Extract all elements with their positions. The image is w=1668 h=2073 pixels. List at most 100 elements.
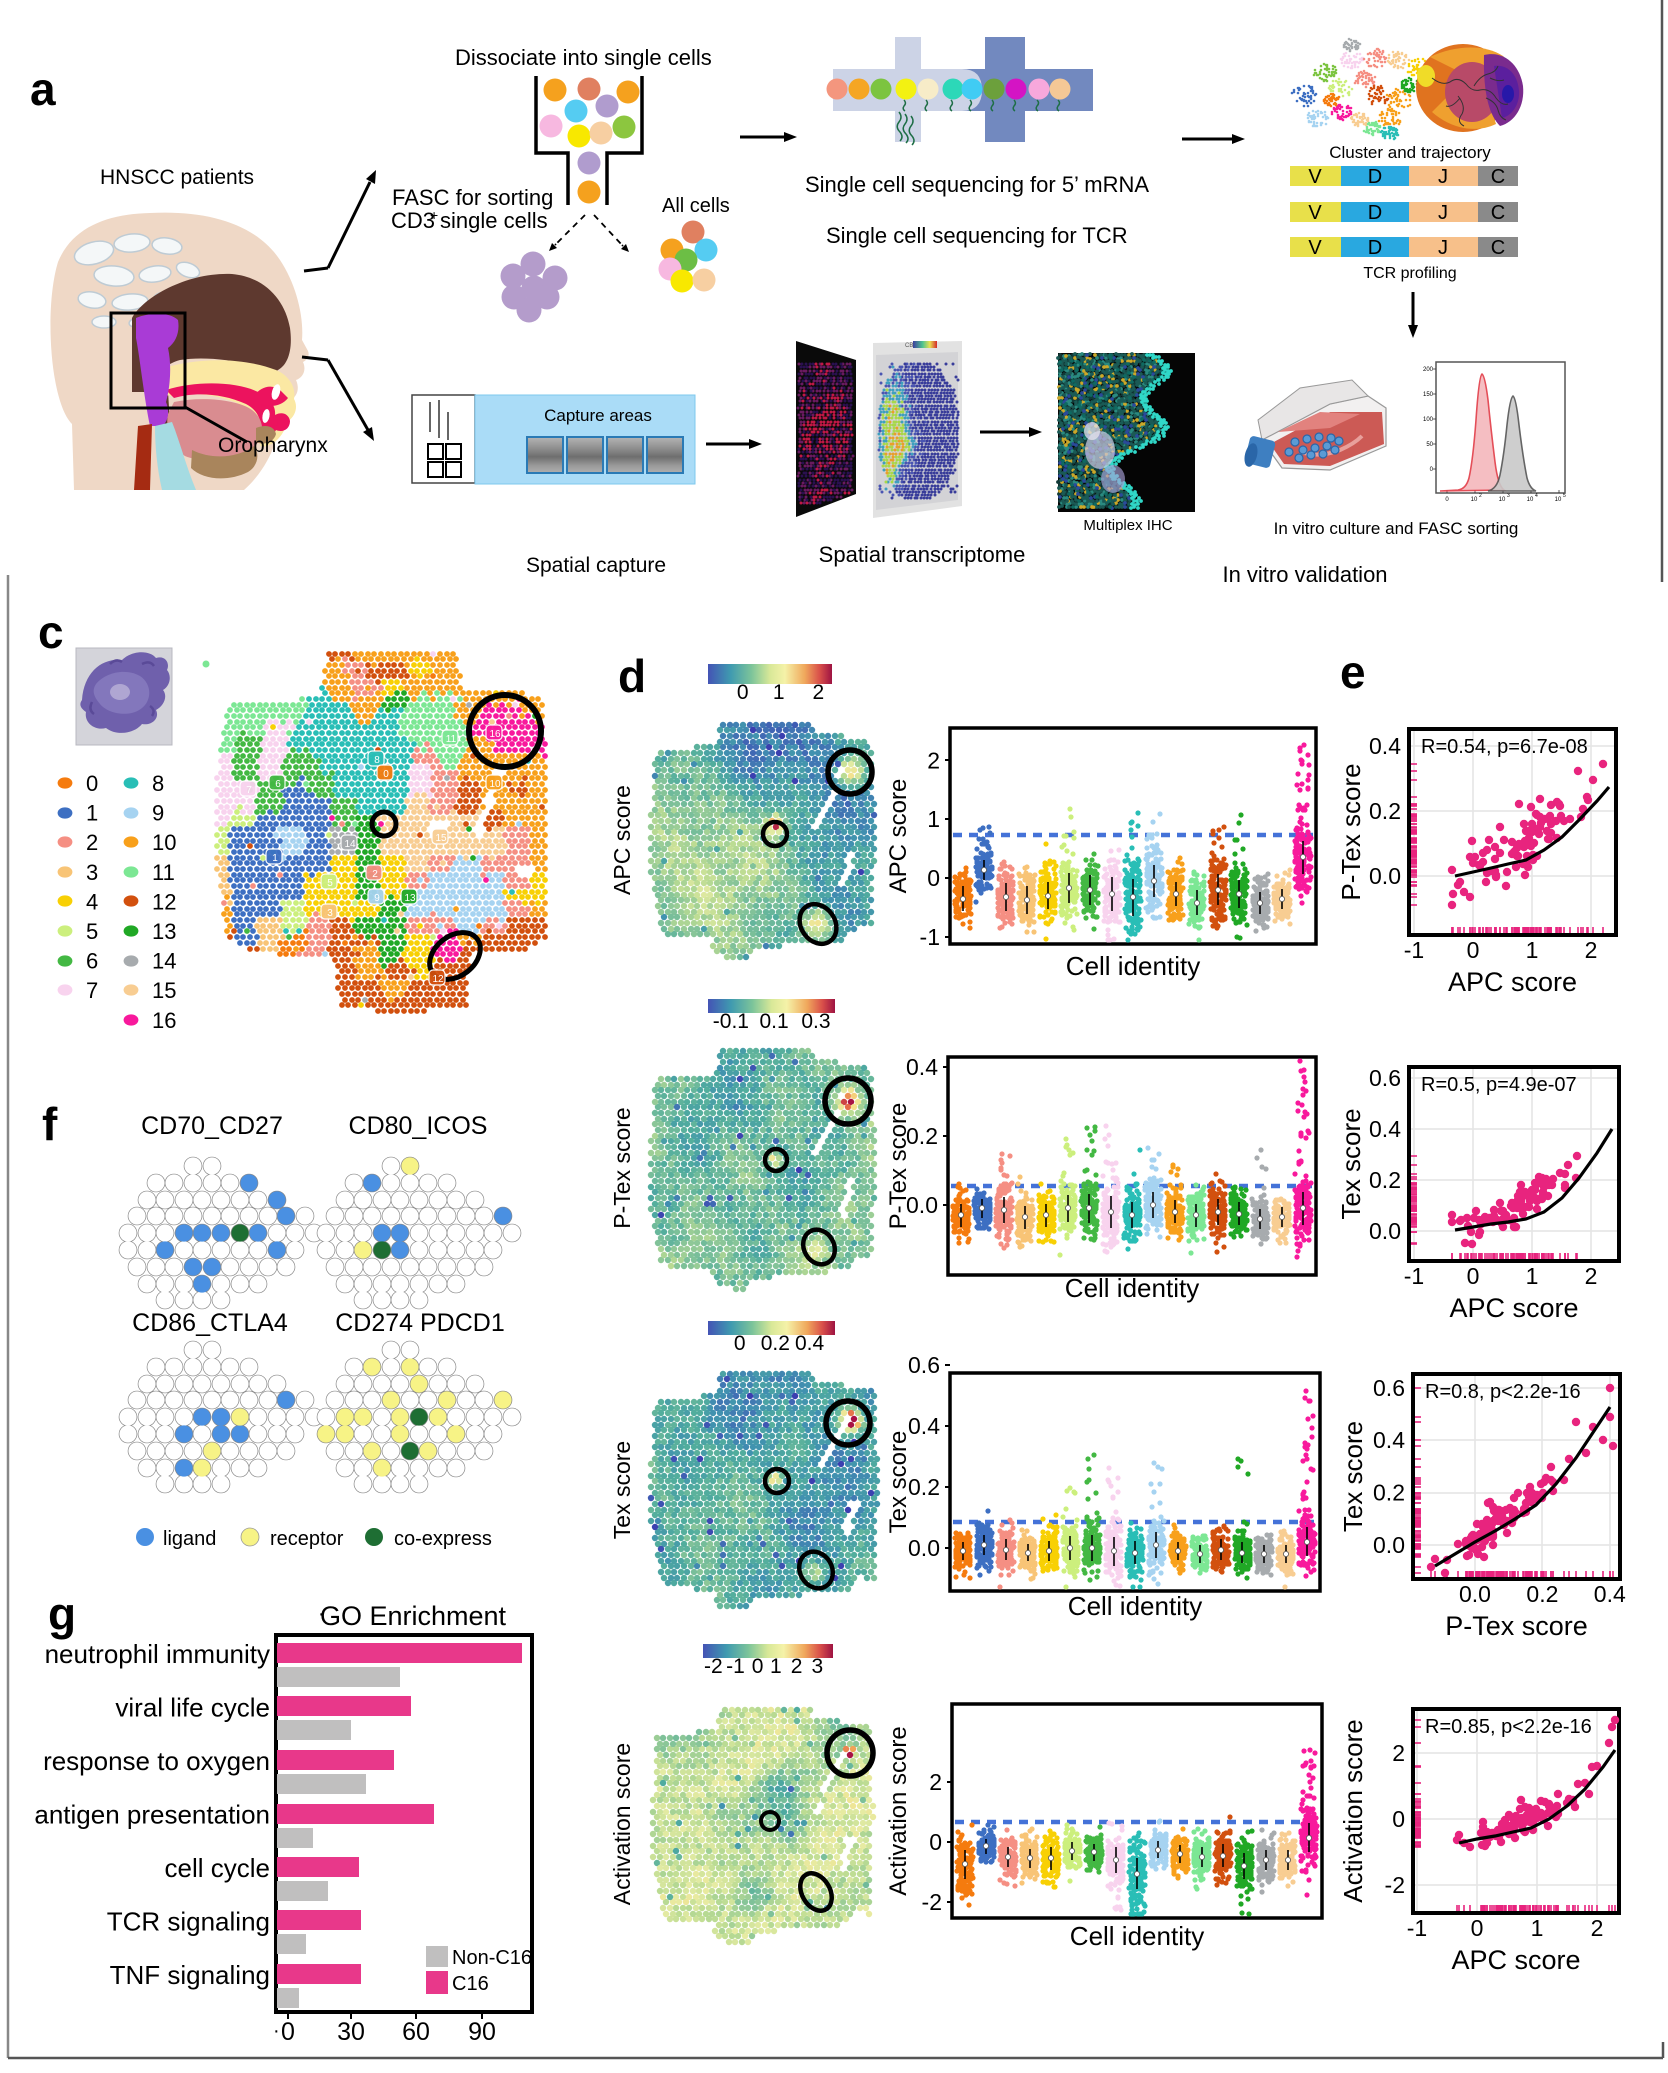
- svg-text:10: 10: [152, 830, 176, 855]
- svg-text:9: 9: [152, 801, 164, 826]
- svg-text:0: 0: [737, 681, 749, 704]
- svg-text:8: 8: [374, 755, 380, 766]
- svg-text:Cell identity: Cell identity: [1065, 1273, 1199, 1303]
- svg-text:15: 15: [435, 833, 447, 844]
- svg-text:1: 1: [773, 681, 785, 704]
- svg-text:2: 2: [1585, 937, 1598, 963]
- svg-text:10: 10: [1555, 497, 1562, 503]
- svg-text:0: 0: [86, 771, 98, 796]
- svg-text:J: J: [1438, 166, 1448, 188]
- svg-text:2: 2: [813, 681, 825, 704]
- svg-text:Non-C16: Non-C16: [452, 1947, 532, 1969]
- svg-text:In vitro validation: In vitro validation: [1222, 562, 1387, 587]
- svg-text:0.6: 0.6: [1373, 1375, 1405, 1401]
- svg-text:1: 1: [86, 801, 98, 826]
- svg-text:Multiplex IHC: Multiplex IHC: [1083, 517, 1172, 534]
- svg-text:12: 12: [432, 974, 444, 985]
- svg-text:-1: -1: [1407, 1915, 1427, 1941]
- svg-text:g: g: [48, 1588, 76, 1640]
- svg-text:receptor: receptor: [270, 1528, 344, 1550]
- svg-text:CD70_CD27: CD70_CD27: [141, 1112, 283, 1140]
- svg-text:0.2: 0.2: [761, 1332, 790, 1355]
- svg-text:FASC for sorting: FASC for sorting: [392, 185, 553, 210]
- svg-text:HNSCC patients: HNSCC patients: [100, 166, 254, 189]
- svg-text:5: 5: [1563, 493, 1566, 499]
- svg-text:d: d: [618, 650, 646, 702]
- svg-text:a: a: [30, 63, 56, 115]
- svg-text:J: J: [1438, 237, 1448, 259]
- svg-text:13: 13: [152, 919, 176, 944]
- svg-text:0.4: 0.4: [1369, 1116, 1401, 1142]
- svg-text:Activation score: Activation score: [1338, 1719, 1368, 1903]
- svg-text:-1: -1: [1404, 937, 1424, 963]
- svg-text:J: J: [1438, 202, 1448, 224]
- svg-text:e: e: [1340, 646, 1366, 698]
- svg-text:viral life cycle: viral life cycle: [115, 1693, 270, 1723]
- svg-text:2: 2: [791, 1655, 803, 1678]
- svg-text:0.4: 0.4: [795, 1332, 825, 1355]
- svg-text:V: V: [1308, 237, 1322, 259]
- svg-text:Cell identity: Cell identity: [1068, 1591, 1202, 1621]
- svg-text:Cell identity: Cell identity: [1066, 951, 1200, 981]
- svg-text:0: 0: [752, 1655, 764, 1678]
- svg-text:cell cycle: cell cycle: [165, 1853, 270, 1883]
- svg-text:0.3: 0.3: [801, 1010, 830, 1033]
- svg-text:APC score: APC score: [885, 779, 912, 894]
- svg-text:co-express: co-express: [394, 1528, 492, 1550]
- svg-text:0.0: 0.0: [1369, 1218, 1401, 1244]
- svg-text:11: 11: [446, 734, 457, 745]
- svg-text:0: 0: [1445, 497, 1449, 503]
- svg-text:1: 1: [1526, 1263, 1539, 1289]
- svg-text:V: V: [1308, 166, 1322, 188]
- svg-text:Dissociate into single cells: Dissociate into single cells: [455, 45, 712, 70]
- svg-text:Cell identity: Cell identity: [1070, 1921, 1204, 1951]
- svg-text:-1: -1: [920, 924, 940, 950]
- svg-text:5: 5: [86, 919, 98, 944]
- svg-text:Activation score: Activation score: [885, 1726, 912, 1895]
- svg-text:·: ·: [318, 1603, 325, 1625]
- svg-text:2: 2: [86, 830, 98, 855]
- svg-text:1: 1: [1526, 937, 1539, 963]
- svg-text:C: C: [1491, 202, 1505, 224]
- svg-text:GO Enrichment: GO Enrichment: [320, 1601, 507, 1631]
- svg-text:Oropharynx: Oropharynx: [218, 434, 328, 457]
- svg-text:8: 8: [152, 771, 164, 796]
- svg-text:0: 0: [927, 865, 940, 891]
- svg-text:0.2: 0.2: [1526, 1581, 1558, 1607]
- svg-text:f: f: [42, 1098, 58, 1150]
- svg-text:-2: -2: [922, 1889, 942, 1915]
- svg-text:0.4: 0.4: [1594, 1581, 1626, 1607]
- svg-text:P-Tex score: P-Tex score: [1445, 1611, 1588, 1641]
- svg-text:0: 0: [929, 1829, 942, 1855]
- svg-text:TCR profiling: TCR profiling: [1363, 265, 1456, 282]
- svg-text:CD86_CTLA4: CD86_CTLA4: [132, 1309, 288, 1337]
- svg-text:-2: -2: [1385, 1872, 1405, 1898]
- svg-text:0.4: 0.4: [1373, 1427, 1405, 1453]
- svg-text:2: 2: [1591, 1915, 1604, 1941]
- svg-text:Tex score: Tex score: [1338, 1421, 1368, 1532]
- svg-text:Cluster and trajectory: Cluster and trajectory: [1329, 143, 1491, 162]
- svg-text:Activation score: Activation score: [609, 1743, 635, 1905]
- svg-text:10: 10: [1499, 497, 1506, 503]
- svg-text:C: C: [1491, 166, 1505, 188]
- svg-text:-1: -1: [1404, 1263, 1424, 1289]
- svg-text:Tex score: Tex score: [885, 1431, 912, 1534]
- svg-text:Tex score: Tex score: [1336, 1108, 1366, 1219]
- svg-text:R=0.85, p<2.2e-16: R=0.85, p<2.2e-16: [1425, 1716, 1592, 1738]
- svg-text:0.6: 0.6: [1369, 1065, 1401, 1091]
- svg-text:Capture areas: Capture areas: [544, 406, 652, 425]
- svg-text:6: 6: [275, 779, 281, 790]
- svg-text:APC score: APC score: [609, 785, 635, 895]
- svg-text:0.0: 0.0: [906, 1192, 938, 1218]
- svg-text:-0.1: -0.1: [713, 1010, 749, 1033]
- svg-text:0.4: 0.4: [906, 1054, 938, 1080]
- svg-text:0: 0: [383, 769, 389, 780]
- svg-text:·: ·: [273, 2020, 280, 2042]
- svg-text:1: 1: [1531, 1915, 1544, 1941]
- svg-text:CD80_ICOS: CD80_ICOS: [349, 1112, 488, 1140]
- svg-text:0: 0: [1430, 467, 1434, 473]
- svg-text:APC score: APC score: [1448, 967, 1577, 997]
- svg-text:11: 11: [152, 860, 175, 885]
- svg-text:APC score: APC score: [1449, 1293, 1578, 1323]
- svg-text:0.2: 0.2: [906, 1123, 938, 1149]
